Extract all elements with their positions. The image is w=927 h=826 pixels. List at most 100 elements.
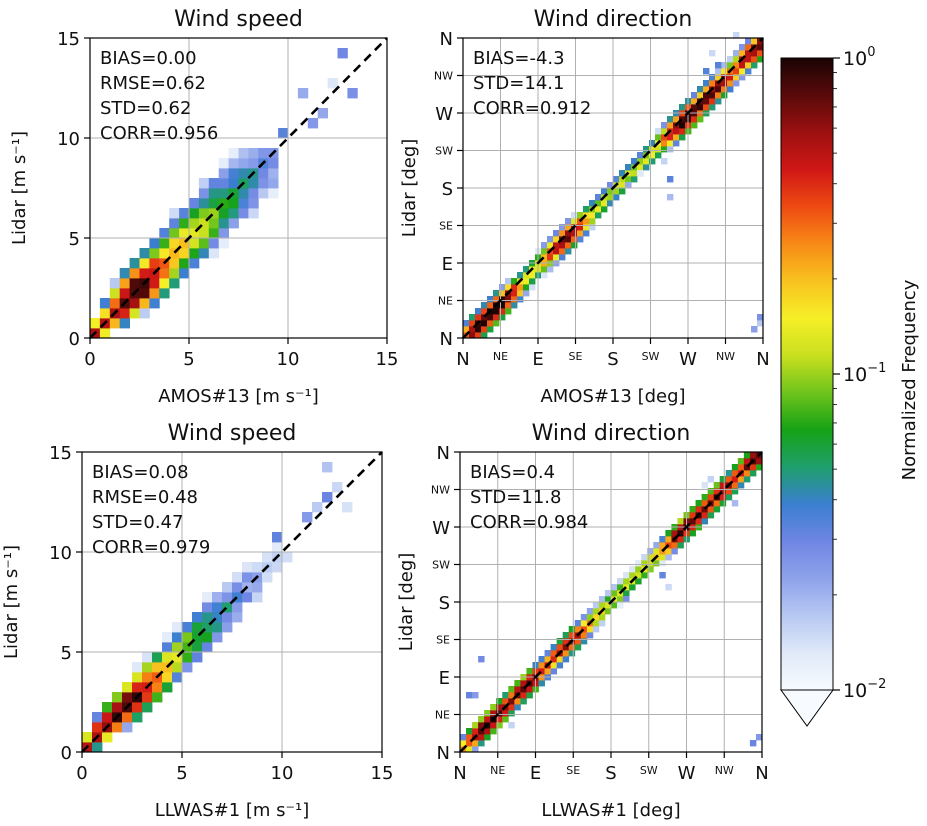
heatmap-cell <box>709 92 716 99</box>
heatmap-cell <box>520 698 527 705</box>
heatmap-cell <box>202 622 213 633</box>
heatmap-cell <box>707 506 715 513</box>
heatmap-cell <box>272 562 283 573</box>
heatmap-cell <box>508 692 515 699</box>
heatmap-cell <box>749 452 757 459</box>
heatmap-cell <box>671 548 678 555</box>
heatmap-cell <box>701 512 709 519</box>
heatmap-cell <box>222 622 233 633</box>
y-axis-label: Lidar [deg] <box>399 139 420 238</box>
reference-line-1to1 <box>462 37 764 339</box>
stats-box: BIAS=0.08 RMSE=0.48 STD=0.47 CORR=0.979 <box>92 462 210 558</box>
heatmap-cell <box>496 698 503 705</box>
heatmap-cell <box>258 178 269 189</box>
heatmap-cell <box>169 228 180 239</box>
y-axis-label: Lidar [deg] <box>396 553 417 652</box>
heatmap-cell <box>142 692 153 703</box>
heatmap-cell <box>586 626 594 633</box>
heatmap-cell <box>607 182 614 189</box>
heatmap-cell <box>218 168 229 179</box>
heatmap-cell <box>689 506 696 513</box>
heatmap-cell <box>208 178 220 189</box>
heatmap-cell <box>745 68 752 75</box>
heatmap-cell <box>713 482 721 489</box>
heatmap-cell <box>238 198 249 209</box>
heatmap-cell <box>715 92 722 99</box>
heatmap-cell <box>272 542 283 553</box>
heatmap-cell <box>598 596 606 603</box>
gridlines <box>82 452 382 752</box>
heatmap-cell <box>139 288 150 299</box>
heatmap-cell <box>162 672 173 683</box>
heatmap-cell <box>635 578 642 585</box>
heatmap-cell <box>302 512 313 523</box>
heatmap-cell <box>129 258 140 269</box>
heatmap-cell <box>466 692 473 699</box>
heatmap-cell <box>623 584 630 591</box>
heatmap-cell <box>132 712 143 723</box>
heatmap-cell <box>162 642 173 653</box>
heatmap-cell <box>484 710 491 717</box>
reference-line-1to1 <box>89 37 388 339</box>
heatmap-cell <box>701 482 709 489</box>
heatmap-cell <box>737 458 745 465</box>
heatmap-cell <box>541 254 548 261</box>
heatmap-cell <box>677 536 684 543</box>
heatmap-cell <box>268 188 279 199</box>
heatmap-cell <box>499 284 506 291</box>
heatmap-cell <box>604 590 612 597</box>
heatmap-cell <box>739 68 746 75</box>
heatmap-cell <box>709 74 716 81</box>
heatmap-cell <box>745 50 752 57</box>
stats-line: RMSE=0.62 <box>100 73 206 94</box>
heatmap-cell <box>689 530 696 537</box>
heatmap-cell <box>709 50 716 57</box>
heatmap-cell <box>272 532 283 543</box>
y-tick-label: 15 <box>49 443 72 464</box>
heatmap-cell <box>192 632 203 643</box>
heatmap-cell <box>109 298 121 309</box>
heatmap-cell <box>198 218 210 229</box>
heatmap-cell <box>598 614 606 621</box>
heatmap-cell <box>595 206 602 213</box>
heatmap-cell <box>565 218 572 225</box>
heatmap-cell <box>592 626 600 633</box>
heatmap-cell <box>637 152 644 159</box>
heatmap-cell <box>472 728 479 735</box>
heatmap-cell <box>222 602 233 613</box>
heatmap-cell <box>152 662 163 673</box>
heatmap-cell <box>142 652 153 663</box>
stats-line: BIAS=0.4 <box>470 462 555 483</box>
heatmap-cell <box>122 682 133 693</box>
heatmap-cell <box>119 318 130 329</box>
heatmap-cell <box>725 476 733 483</box>
heatmap-cell <box>637 170 644 177</box>
heatmap-cell <box>550 662 558 669</box>
heatmap-cell <box>222 612 233 623</box>
heatmap-cell <box>248 188 259 199</box>
heatmap-cell <box>568 650 576 657</box>
heatmap-cell <box>238 158 249 169</box>
heatmap-cell <box>169 258 180 269</box>
heatmap-cell <box>517 284 524 291</box>
heatmap-cell <box>322 492 333 503</box>
heatmap-cell <box>192 612 203 623</box>
heatmap-cell <box>589 224 596 231</box>
heatmap-cell <box>198 198 210 209</box>
heatmap-cell <box>641 554 648 561</box>
heatmap-cell <box>733 62 740 69</box>
heatmap-cell <box>139 248 150 259</box>
heatmap-cell <box>556 638 564 645</box>
colorbar: 100 10−1 10−2 Normalized Frequency <box>780 45 920 727</box>
heatmap-cell <box>637 158 644 165</box>
heatmap-cell <box>565 242 572 249</box>
heatmap-cell <box>737 464 745 471</box>
heatmap-cell <box>743 452 751 459</box>
reference-line-1to1 <box>81 451 383 753</box>
heatmap-cell <box>208 198 220 209</box>
heatmap-cell <box>159 238 170 249</box>
heatmap-cell <box>172 622 183 633</box>
heatmap-cell <box>743 464 751 471</box>
y-tick-label: N <box>440 329 453 350</box>
heatmap-cell <box>715 74 722 81</box>
